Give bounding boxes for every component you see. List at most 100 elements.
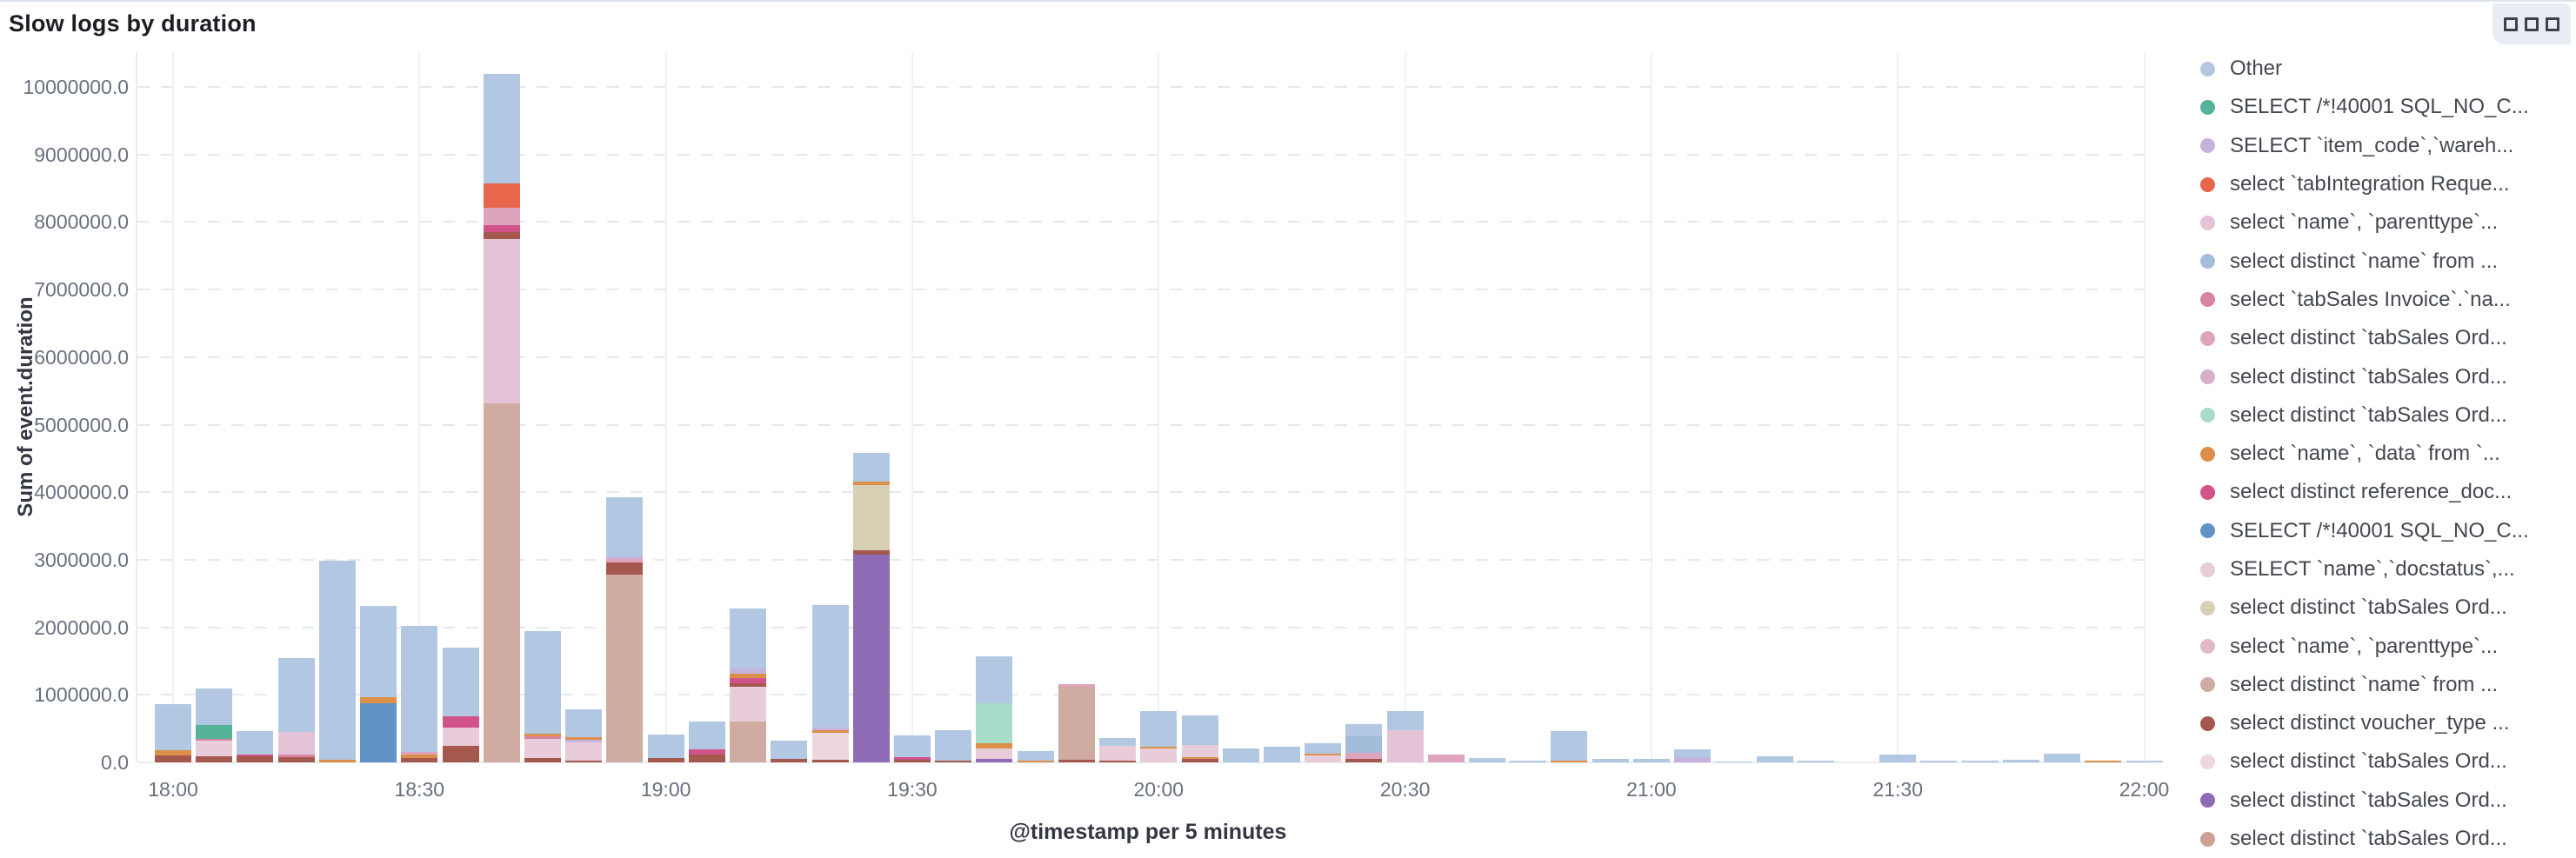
bar-segment-orange[interactable] [401, 755, 438, 758]
bar-segment-magenta[interactable] [688, 749, 725, 755]
bar-segment-dkpink_si[interactable] [277, 754, 315, 757]
panel-options-button[interactable] [2493, 3, 2571, 44]
legend-item[interactable]: select distinct `name` from ... [2188, 242, 2576, 280]
stacked-bar-18:45[interactable] [524, 630, 561, 762]
bar-segment-brick[interactable] [277, 756, 315, 762]
bar-segment-other[interactable] [1920, 760, 1958, 762]
legend-item[interactable]: select `name`, `parenttype`... [2188, 627, 2576, 665]
bar-segment-green[interactable] [196, 724, 233, 739]
bar-segment-brick[interactable] [442, 746, 479, 762]
bar-segment-orange[interactable] [318, 759, 356, 762]
bar-segment-brick[interactable] [1181, 759, 1218, 762]
stacked-bar-21:50[interactable] [2044, 753, 2081, 762]
bar-segment-orange[interactable] [976, 743, 1013, 749]
stacked-bar-18:40[interactable] [483, 73, 520, 762]
bar-segment-other[interactable] [565, 709, 603, 737]
bar-segment-other[interactable] [688, 721, 725, 750]
bar-segment-lpink_doc[interactable] [524, 738, 561, 758]
bar-segment-other[interactable] [1674, 749, 1712, 757]
bar-segment-orange[interactable] [1017, 760, 1054, 762]
bar-segment-lpink_doc[interactable] [196, 741, 233, 756]
stacked-bar-20:30[interactable] [1386, 710, 1424, 762]
stacked-bar-18:20[interactable] [318, 561, 356, 762]
bar-segment-orange[interactable] [524, 733, 561, 737]
bar-segment-blue40001[interactable] [360, 703, 397, 762]
bar-segment-orange[interactable] [730, 674, 767, 678]
stacked-bar-19:05[interactable] [688, 721, 725, 762]
bar-segment-other[interactable] [1305, 743, 1342, 754]
bar-segment-pink_parent[interactable] [483, 238, 520, 403]
bar-segment-orange[interactable] [1181, 756, 1218, 760]
bar-segment-other[interactable] [1469, 757, 1506, 762]
bar-segment-other[interactable] [935, 730, 972, 762]
bar-segment-lpink_doc[interactable] [1140, 748, 1178, 762]
bar-segment-other[interactable] [196, 688, 233, 725]
bar-segment-magenta[interactable] [483, 225, 520, 233]
stacked-bar-20:15[interactable] [1263, 747, 1300, 762]
bar-segment-lpink_doc[interactable] [730, 686, 767, 722]
stacked-bar-21:55[interactable] [2085, 761, 2122, 762]
bar-segment-orange[interactable] [1140, 747, 1178, 749]
stacked-bar-18:10[interactable] [237, 731, 274, 762]
bar-segment-rose_name2[interactable] [1058, 686, 1095, 760]
bar-segment-orange[interactable] [2085, 761, 2122, 762]
bar-segment-mint[interactable] [976, 702, 1013, 744]
bar-segment-other[interactable] [976, 656, 1013, 703]
bar-segment-orange[interactable] [1305, 753, 1342, 756]
stacked-bar-20:10[interactable] [1222, 748, 1259, 762]
stacked-bar-19:20[interactable] [811, 605, 849, 762]
stacked-bar-18:35[interactable] [442, 647, 479, 762]
legend-item[interactable]: SELECT /*!40001 SQL_NO_C... [2188, 88, 2576, 126]
bar-segment-rose_name2[interactable] [483, 402, 520, 762]
bar-segment-brick[interactable] [483, 232, 520, 239]
legend-item[interactable]: select distinct `tabSales Ord... [2188, 589, 2576, 627]
bar-segment-other[interactable] [1263, 747, 1300, 762]
bar-segment-other[interactable] [811, 605, 849, 728]
bar-segment-magenta[interactable] [893, 756, 931, 760]
bar-segment-other[interactable] [1961, 761, 1999, 762]
stacked-bar-18:55[interactable] [606, 497, 644, 762]
stacked-bar-20:50[interactable] [1551, 731, 1588, 762]
bar-segment-brick[interactable] [893, 759, 931, 762]
bar-segment-pink_so1[interactable] [483, 208, 520, 226]
bar-segment-magenta[interactable] [730, 677, 767, 684]
stacked-bar-20:55[interactable] [1592, 759, 1629, 762]
bar-segment-other[interactable] [1632, 759, 1670, 762]
bar-segment-brick[interactable] [606, 562, 644, 575]
bar-segment-pink_parent[interactable] [1386, 730, 1424, 762]
stacked-bar-20:00[interactable] [1140, 710, 1178, 762]
bar-segment-other[interactable] [1386, 710, 1424, 731]
bar-segment-other[interactable] [1181, 715, 1218, 745]
bar-segment-other[interactable] [1017, 750, 1054, 761]
bar-segment-other[interactable] [442, 647, 479, 717]
bar-segment-other[interactable] [1140, 710, 1178, 748]
bar-segment-other[interactable] [2002, 760, 2039, 762]
bar-segment-vlpink[interactable] [811, 732, 849, 760]
bar-segment-lpurple[interactable] [565, 740, 603, 743]
bar-segment-lpurple[interactable] [730, 668, 767, 675]
bar-segment-other[interactable] [401, 626, 438, 753]
legend-item[interactable]: select distinct `tabSales Ord... [2188, 357, 2576, 396]
stacked-bar-21:40[interactable] [1961, 761, 1999, 762]
bar-segment-pink_so1[interactable] [1345, 753, 1383, 760]
legend-item[interactable]: select `name`, `data` from `... [2188, 435, 2576, 473]
stacked-bar-21:15[interactable] [1756, 756, 1793, 762]
bar-segment-brick[interactable] [647, 758, 684, 762]
bar-segment-lpurple[interactable] [811, 727, 849, 730]
bar-segment-redorange[interactable] [483, 183, 520, 209]
stacked-bar-19:55[interactable] [1099, 738, 1137, 762]
bar-segment-pink_so1[interactable] [401, 752, 438, 755]
stacked-bar-19:45[interactable] [1017, 750, 1054, 762]
bar-segment-brick[interactable] [565, 760, 603, 762]
bar-segment-other[interactable] [1551, 731, 1588, 761]
bar-segment-brick[interactable] [237, 756, 274, 762]
bar-segment-other[interactable] [1345, 723, 1383, 736]
bar-segment-pink_so1[interactable] [606, 559, 644, 562]
bar-segment-magenta[interactable] [237, 754, 274, 756]
stacked-bar-19:30[interactable] [893, 735, 931, 762]
bar-segment-lpink_doc[interactable] [442, 727, 479, 747]
legend-item[interactable]: select distinct voucher_type ... [2188, 704, 2576, 742]
stacked-bar-19:35[interactable] [935, 730, 972, 762]
stacked-bar-21:05[interactable] [1674, 749, 1712, 762]
stacked-bar-21:20[interactable] [1797, 761, 1834, 762]
